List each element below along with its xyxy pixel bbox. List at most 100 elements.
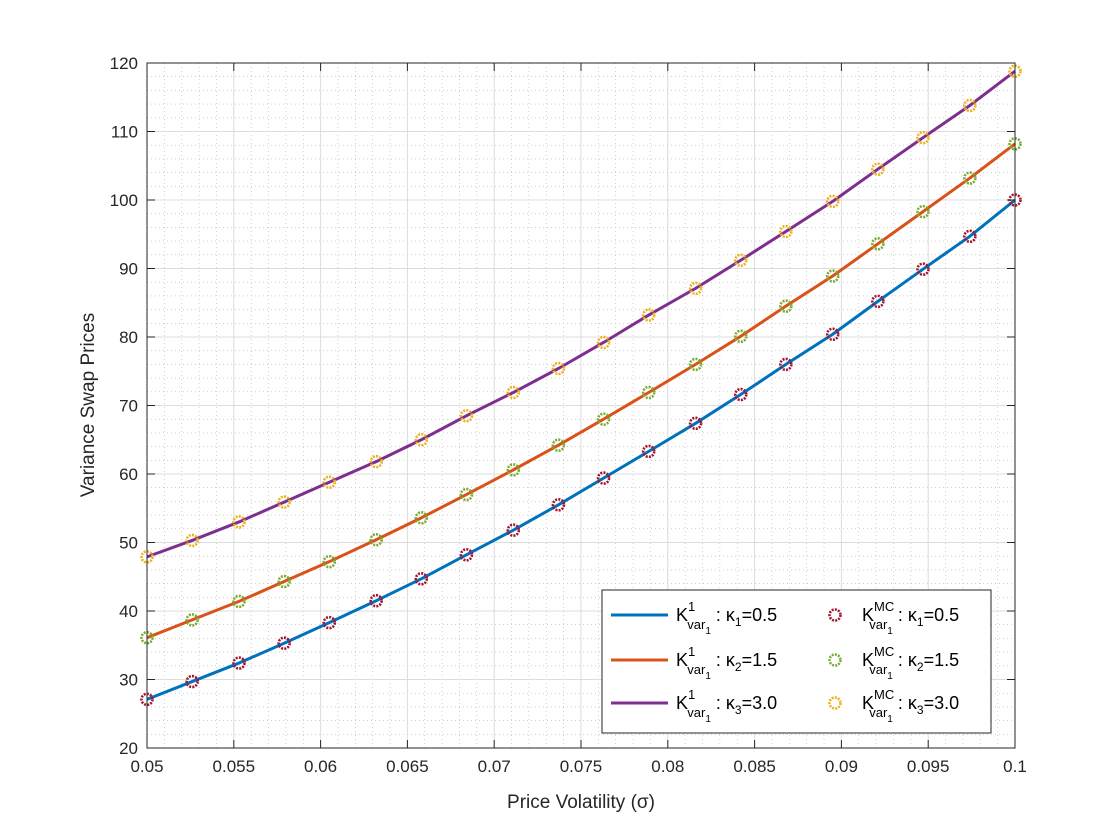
legend-item-2: K1 var1 : κ2=1.5 xyxy=(611,644,777,682)
data-point-series-3 xyxy=(871,162,885,176)
data-point-series-2 xyxy=(596,412,611,427)
x-tick-label: 0.05 xyxy=(130,757,163,776)
x-tick-label: 0.09 xyxy=(825,757,858,776)
data-point-series-1 xyxy=(779,357,793,372)
x-tick-label: 0.07 xyxy=(478,757,511,776)
data-point-series-1 xyxy=(733,387,748,402)
x-tick-label: 0.095 xyxy=(907,757,950,776)
legend-label: KMC var1 : κ2=1.5 xyxy=(862,644,959,682)
data-point-series-3 xyxy=(641,308,656,322)
series-lines xyxy=(146,70,1016,701)
data-point-series-3 xyxy=(140,550,154,564)
data-point-series-1 xyxy=(963,229,977,244)
y-tick-label: 30 xyxy=(119,671,138,690)
data-point-series-1 xyxy=(322,615,337,630)
data-point-series-2 xyxy=(369,532,383,547)
data-point-series-2 xyxy=(871,237,885,251)
x-axis-label: Price Volatility (σ) xyxy=(507,792,655,813)
data-point-series-2 xyxy=(641,385,656,400)
series-line-2 xyxy=(146,142,1016,640)
data-point-series-2 xyxy=(825,269,840,283)
y-axis-label: Variance Swap Prices xyxy=(78,313,99,497)
legend-label: K1 var1 : κ1=0.5 xyxy=(676,599,777,637)
series-line-3 xyxy=(146,70,1016,559)
data-point-series-1 xyxy=(232,656,246,670)
legend-label: KMC var1 : κ3=3.0 xyxy=(862,687,959,725)
legend-marker-swatch xyxy=(828,696,842,710)
data-point-series-2 xyxy=(916,204,930,219)
data-point-series-2 xyxy=(140,630,154,645)
data-point-series-3 xyxy=(916,130,930,145)
series-markers xyxy=(140,64,1022,707)
data-point-series-1 xyxy=(459,548,474,562)
data-point-series-3 xyxy=(459,408,474,423)
x-tick-label: 0.055 xyxy=(213,757,256,776)
y-tick-label: 120 xyxy=(110,54,138,73)
data-point-series-3 xyxy=(232,515,246,529)
data-point-series-2 xyxy=(277,574,291,589)
y-tick-label: 100 xyxy=(110,191,138,210)
data-point-series-2 xyxy=(733,329,748,344)
data-point-series-3 xyxy=(506,385,521,400)
y-tick-label: 50 xyxy=(119,534,138,553)
series-line-1 xyxy=(146,198,1016,701)
data-point-series-3 xyxy=(1008,64,1022,79)
data-point-series-3 xyxy=(414,432,429,447)
data-point-series-3 xyxy=(963,98,977,113)
data-point-series-2 xyxy=(185,613,199,627)
legend-label: K1 var1 : κ2=1.5 xyxy=(676,644,777,682)
legend-label: KMC var1 : κ1=0.5 xyxy=(862,599,959,637)
legend-item-4: KMC var1 : κ1=0.5 xyxy=(828,599,959,637)
legend-item-5: KMC var1 : κ2=1.5 xyxy=(828,644,959,682)
legend-item-1: K1 var1 : κ1=0.5 xyxy=(611,599,777,637)
data-point-series-1 xyxy=(506,523,521,537)
data-point-series-1 xyxy=(871,294,885,309)
x-tick-label: 0.065 xyxy=(386,757,429,776)
data-point-series-2 xyxy=(232,594,246,609)
legend-item-3: K1 var1 : κ3=3.0 xyxy=(611,687,777,725)
data-point-series-1 xyxy=(414,572,429,586)
data-point-series-3 xyxy=(322,475,337,490)
data-point-series-3 xyxy=(596,335,611,350)
data-point-series-3 xyxy=(185,533,199,548)
data-point-series-2 xyxy=(1008,137,1022,151)
data-point-series-3 xyxy=(277,495,291,509)
data-point-series-1 xyxy=(916,262,930,276)
data-point-series-3 xyxy=(733,253,748,268)
y-tick-label: 20 xyxy=(119,739,138,758)
data-point-series-3 xyxy=(688,281,703,296)
data-point-series-1 xyxy=(596,471,611,485)
legend-marker-swatch xyxy=(828,653,842,667)
data-point-series-1 xyxy=(825,327,840,342)
data-point-series-2 xyxy=(322,554,337,569)
y-tick-label: 60 xyxy=(119,465,138,484)
data-point-series-1 xyxy=(185,674,199,689)
data-point-series-2 xyxy=(506,463,521,477)
x-tick-label: 0.06 xyxy=(304,757,337,776)
legend-label: K1 var1 : κ3=3.0 xyxy=(676,687,777,725)
data-point-series-3 xyxy=(825,194,840,209)
data-point-series-3 xyxy=(369,454,383,469)
data-point-series-1 xyxy=(641,444,656,459)
data-point-series-2 xyxy=(963,171,977,185)
y-tick-label: 80 xyxy=(119,328,138,347)
data-point-series-1 xyxy=(551,498,566,512)
data-point-series-2 xyxy=(551,438,566,453)
data-point-series-3 xyxy=(551,361,566,376)
x-tick-label: 0.075 xyxy=(560,757,603,776)
x-tick-label: 0.085 xyxy=(733,757,776,776)
x-axis-ticks: 0.05 0.055 0.06 0.065 0.07 0.075 0.08 0.085 0.09… xyxy=(130,63,1027,776)
data-point-series-2 xyxy=(779,299,793,313)
data-point-series-2 xyxy=(459,487,474,502)
x-tick-label: 0.08 xyxy=(651,757,684,776)
y-axis-ticks: 20 30 40 50 60 70 80 90 100 110 120 xyxy=(110,54,1015,758)
y-tick-label: 110 xyxy=(111,123,138,142)
data-point-series-2 xyxy=(688,357,703,372)
y-tick-label: 40 xyxy=(119,602,138,621)
data-point-series-1 xyxy=(688,416,703,431)
legend: K1 var1 : κ1=0.5 K1 var1 : κ2=1.5 K1 var1 : κ… xyxy=(601,589,992,734)
data-point-series-1 xyxy=(369,593,383,608)
y-tick-label: 70 xyxy=(119,397,138,416)
